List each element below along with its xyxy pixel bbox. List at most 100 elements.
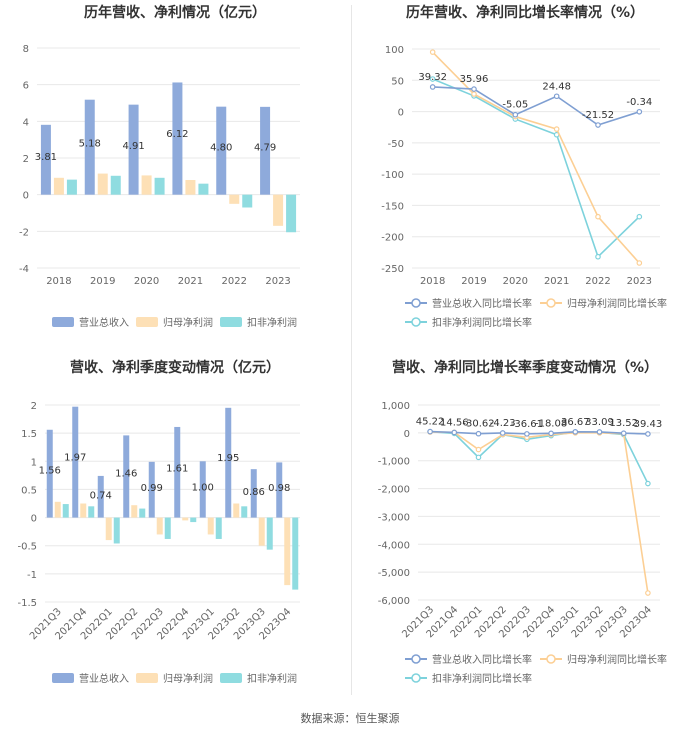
data-point	[499, 430, 506, 436]
y-tick-label: -4,000	[378, 540, 410, 551]
x-tick-label: 2022	[222, 276, 247, 287]
y-tick-label: 0	[404, 429, 410, 440]
data-point	[471, 91, 477, 97]
bar-2022Q4-revenue	[174, 426, 181, 518]
bar-2019-net-profit	[97, 173, 108, 195]
data-label: 1.00	[192, 483, 214, 494]
series-line-deducted-profit	[430, 430, 649, 484]
legend-label: 归母净利润	[163, 316, 213, 329]
bar-2020-deducted-profit	[154, 177, 165, 195]
y-tick-label: 0.5	[21, 485, 37, 496]
annual-growth-rate-line-chart: 历年营收、净利同比增长率情况（%） -250 -200 -150 -100 -50 0 50 1…	[381, 4, 667, 329]
bar-2023-net-profit	[273, 194, 284, 226]
data-source-footer: 数据来源：恒生聚源	[300, 712, 400, 725]
bar-2023-deducted-profit	[286, 194, 297, 233]
data-point	[553, 93, 560, 100]
bar-2022Q2-revenue	[123, 435, 130, 518]
bar-2021Q4-net-profit	[80, 503, 87, 518]
data-point	[475, 430, 482, 437]
data-label: 0.98	[268, 483, 290, 494]
series-line-revenue	[430, 430, 648, 435]
legend-label: 归母净利润同比增长率	[567, 297, 667, 310]
chart-title: 营收、净利季度变动情况（亿元）	[70, 359, 280, 376]
bar-2021-revenue	[172, 82, 183, 195]
data-point	[524, 431, 530, 437]
data-point	[636, 108, 643, 115]
bar-2022Q3-net-profit	[156, 517, 163, 535]
x-tick-label: 2019	[90, 276, 115, 287]
y-tick-label: -200	[381, 233, 404, 244]
y-tick-label: -100	[381, 170, 404, 181]
data-point	[645, 590, 651, 596]
bar-2018-revenue	[40, 124, 51, 195]
bar-2022Q2-net-profit	[131, 505, 138, 518]
legend-swatch	[52, 673, 74, 683]
bar-2023Q1-net-profit	[207, 517, 214, 535]
data-label: 4.80	[210, 142, 232, 153]
series-line-net-profit	[430, 431, 649, 594]
data-point	[475, 454, 482, 461]
bar-2022Q1-deducted-profit	[113, 517, 120, 544]
data-label: 0.74	[90, 491, 112, 502]
y-tick-label: 0	[31, 514, 37, 525]
y-tick-label: -5,000	[378, 568, 410, 579]
data-label: 5.18	[79, 138, 101, 149]
x-tick-label: 2018	[46, 276, 71, 287]
data-label: 0.86	[243, 487, 265, 498]
bar-2022Q3-revenue	[148, 461, 155, 518]
data-label: -18.08	[535, 418, 567, 429]
vertical-divider	[351, 5, 352, 695]
chart-title: 历年营收、净利情况（亿元）	[84, 4, 266, 21]
y-tick-label: -250	[381, 264, 404, 275]
bar-2020-net-profit	[141, 175, 152, 195]
data-label: 1.61	[166, 464, 188, 475]
y-tick-label: 4	[23, 117, 29, 128]
data-label: 33.09	[585, 417, 614, 428]
legend-label: 营业总收入	[79, 316, 129, 329]
y-tick-label: -6,000	[378, 596, 410, 607]
data-label: -5.05	[502, 100, 528, 111]
y-tick-label: -2,000	[378, 485, 410, 496]
bar-2021Q4-deducted-profit	[88, 506, 95, 518]
bar-2022Q1-net-profit	[105, 517, 112, 541]
data-label: 6.12	[166, 129, 188, 140]
legend-swatch	[136, 673, 158, 683]
data-label: -36.61	[511, 419, 543, 430]
data-point	[475, 446, 482, 453]
data-point	[595, 122, 601, 128]
data-point	[471, 86, 477, 92]
y-tick-label: 8	[23, 44, 29, 55]
bar-2021Q3-net-profit	[54, 501, 61, 518]
y-tick-label: -150	[381, 201, 404, 212]
x-tick-label: 2020	[134, 276, 159, 287]
data-label: 13.52	[609, 418, 638, 429]
bar-2023Q3-net-profit	[258, 517, 265, 546]
y-tick-label: 6	[23, 81, 29, 92]
data-label: 14.56	[440, 417, 469, 428]
data-label: 39.43	[634, 419, 663, 430]
data-label: 1.46	[115, 468, 137, 479]
data-point	[451, 429, 458, 436]
bar-2020-revenue	[128, 104, 139, 195]
y-tick-label: 0	[398, 108, 404, 119]
bar-2022-deducted-profit	[242, 194, 253, 208]
legend-label: 归母净利润	[163, 672, 213, 685]
x-tick-label: 2021	[544, 276, 569, 287]
annual-revenue-profit-bar-chart: 历年营收、净利情况（亿元） -4 -2 0 2 4 6 8 3.81 5.18 4.91 6.12 4.…	[19, 4, 300, 329]
y-tick-label: -4	[19, 264, 29, 275]
data-point	[636, 260, 643, 266]
legend-swatch-marker	[411, 654, 421, 664]
data-point	[596, 429, 603, 435]
data-label: 24.48	[542, 81, 571, 92]
y-tick-label: 50	[391, 76, 404, 87]
legend-label: 归母净利润同比增长率	[567, 653, 667, 666]
bar-2023Q4-revenue	[276, 462, 283, 518]
bar-2023-revenue	[260, 106, 271, 195]
bar-2021Q3-revenue	[46, 429, 53, 518]
y-tick-label: -1.5	[17, 598, 37, 609]
x-tick-label: 2023	[627, 276, 652, 287]
bar-2019-revenue	[84, 99, 95, 195]
data-label: 1.97	[64, 453, 86, 464]
data-label: 4.79	[254, 142, 276, 153]
